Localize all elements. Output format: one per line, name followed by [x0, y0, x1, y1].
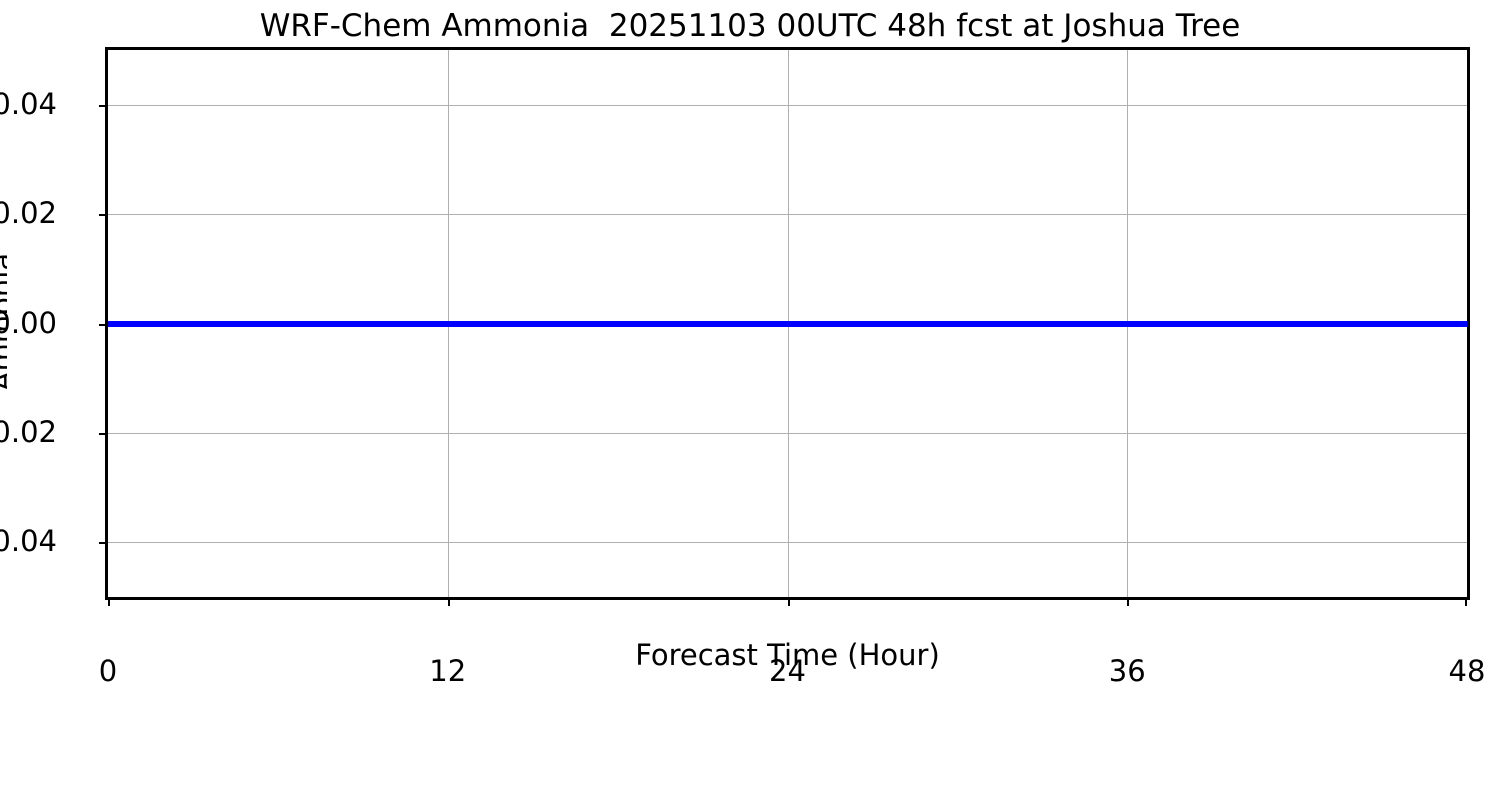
y-tick-mark--0.04: [99, 542, 106, 545]
y-tick-label-0.00: 0.00: [0, 305, 57, 340]
y-tick-mark--0.02: [99, 432, 106, 435]
x-tick-label-12: 12: [429, 654, 467, 688]
x-tick-mark-24: [787, 599, 790, 606]
y-tick-label-0.02: 0.02: [0, 196, 57, 231]
y-tick-mark-0.00: [99, 323, 106, 326]
y-tick-mark-0.02: [99, 214, 106, 217]
x-tick-mark-0: [108, 599, 110, 606]
chart-title: WRF-Chem Ammonia 20251103 00UTC 48h fcst…: [259, 8, 1241, 44]
x-tick-mark-48: [1465, 599, 1467, 606]
series-line-ammonia: [108, 320, 1467, 327]
y-tick-mark-0.04: [99, 104, 106, 107]
plot-area: 0.04 0.02 0.00 −0.02 −0.04 0 12 24 36 48: [0, 47, 1485, 688]
x-tick-label-36: 36: [1108, 654, 1146, 688]
y-tick-label-0.04: 0.04: [0, 86, 57, 121]
x-tick-label-24: 24: [769, 654, 806, 688]
y-tick-label--0.02: −0.02: [0, 414, 57, 449]
x-tick-label-48: 48: [1448, 654, 1486, 688]
plot-inner: [108, 50, 1467, 597]
x-tick-mark-12: [447, 599, 450, 606]
x-axis-label: Forecast Time (Hour): [635, 638, 940, 672]
x-tick-label-0: 0: [98, 654, 118, 688]
y-tick-label--0.04: −0.04: [0, 524, 57, 559]
x-tick-mark-36: [1127, 599, 1130, 606]
